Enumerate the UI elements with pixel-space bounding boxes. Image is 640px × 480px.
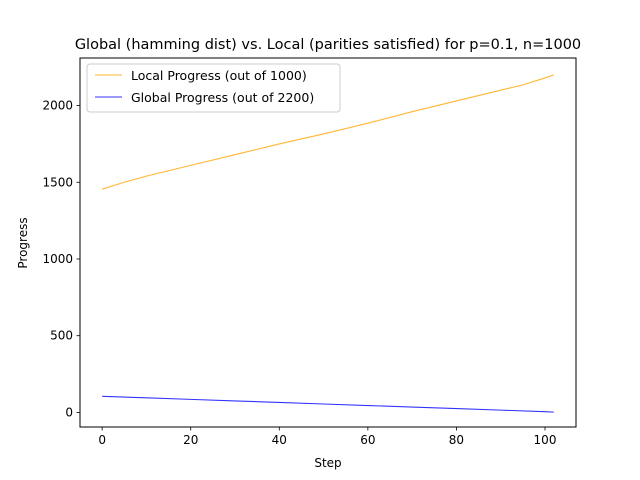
- series-line-1: [102, 395, 554, 413]
- y-tick-label: 1000: [42, 252, 73, 266]
- x-tick-label: 0: [98, 433, 106, 447]
- legend-label-global: Global Progress (out of 2200): [131, 90, 314, 105]
- chart-title: Global (hamming dist) vs. Local (paritie…: [75, 37, 581, 53]
- y-axis-label: Progress: [16, 217, 30, 268]
- x-tick-label: 60: [360, 433, 375, 447]
- x-axis-label: Step: [314, 456, 341, 470]
- plot-frame: [79, 57, 577, 428]
- legend-box: [86, 63, 341, 113]
- plot-area: [79, 57, 577, 428]
- x-tick-label: 80: [449, 433, 464, 447]
- legend: Local Progress (out of 1000) Global Prog…: [86, 63, 341, 113]
- legend-label-local: Local Progress (out of 1000): [131, 68, 307, 83]
- x-tick-label: 100: [534, 433, 557, 447]
- x-axis: 0 20 40 60 80 100: [98, 427, 556, 447]
- y-tick-label: 2000: [42, 99, 73, 113]
- y-tick-label: 0: [65, 405, 73, 419]
- series-line-0: [101, 74, 555, 190]
- x-tick-label: 20: [183, 433, 198, 447]
- y-axis: 0 500 1000 1500 2000: [42, 99, 80, 419]
- y-tick-label: 1500: [42, 175, 73, 189]
- y-tick-label: 500: [50, 329, 73, 343]
- series-layer: [101, 74, 555, 413]
- x-tick-label: 40: [272, 433, 287, 447]
